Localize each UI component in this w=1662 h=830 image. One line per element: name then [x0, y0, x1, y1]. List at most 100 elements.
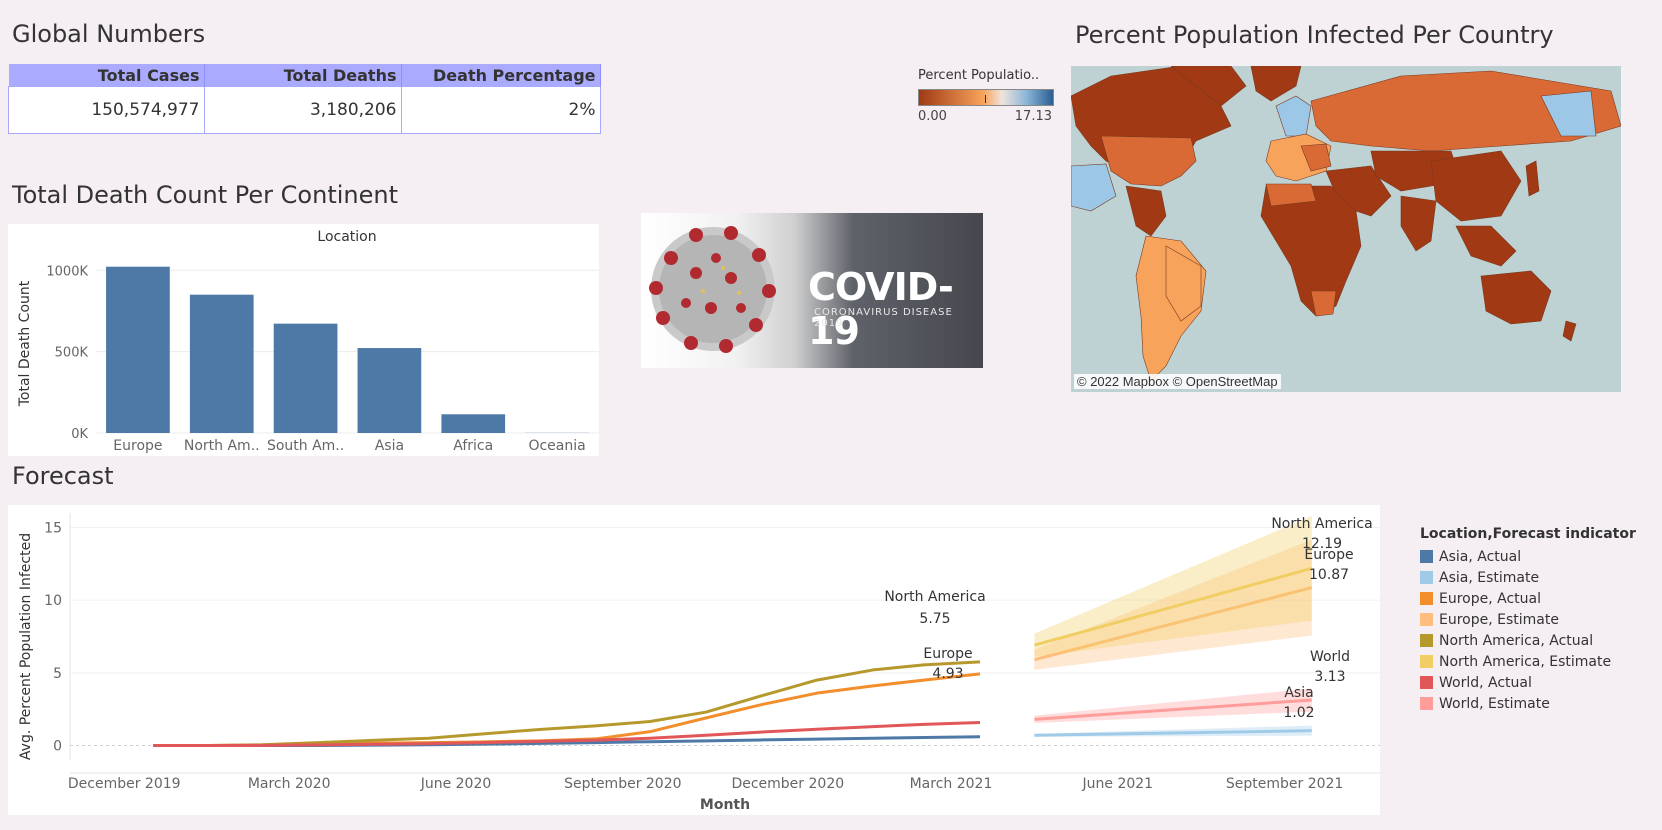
forecast-svg: 0 5 10 15 Avg. Percent Population Infected De… [18, 513, 1380, 813]
forecast-x-tick: June 2021 [1082, 776, 1154, 792]
legend-label: Asia, Actual [1439, 548, 1522, 565]
bar-Africa [441, 414, 506, 433]
value-total-deaths: 3,180,206 [203, 86, 402, 134]
bar-South Am.. [273, 323, 338, 433]
forecast-x-axis-label: Month [700, 797, 750, 813]
bar-Asia [357, 348, 422, 433]
region-south-africa [1310, 290, 1337, 317]
region-new-zealand [1562, 320, 1577, 342]
legend-label: Asia, Estimate [1439, 569, 1540, 586]
bar-x-tick: Europe [113, 438, 162, 454]
forecast-legend[interactable]: Location,Forecast indicator Asia, Actual… [1420, 526, 1636, 714]
death-count-title: Total Death Count Per Continent [12, 181, 398, 209]
forecast-legend-title: Location,Forecast indicator [1420, 526, 1636, 542]
region-asia-blue [1540, 90, 1597, 137]
forecast-annotation-value: 10.87 [1309, 567, 1349, 583]
forecast-x-tick: September 2021 [1226, 776, 1343, 792]
forecast-y-tick: 15 [44, 521, 62, 537]
forecast-legend-item[interactable]: Europe, Estimate [1420, 609, 1636, 630]
region-us [1100, 135, 1197, 187]
forecast-legend-item[interactable]: Europe, Actual [1420, 588, 1636, 609]
map-color-legend[interactable]: Percent Populatio.. 0.00 17.13 [918, 68, 1054, 124]
legend-swatch [1420, 592, 1433, 605]
forecast-annotation-label: World [1310, 649, 1350, 665]
region-central-america [1125, 185, 1167, 237]
forecast-y-tick: 5 [53, 666, 62, 682]
forecast-annotation-label: Europe [923, 646, 972, 662]
legend-swatch [1420, 655, 1433, 668]
bar-x-tick: North Am.. [184, 438, 260, 454]
forecast-line-North America, Estimate [1033, 566, 1313, 647]
bar-Europe [106, 266, 170, 433]
world-map-svg[interactable] [1070, 65, 1622, 392]
region-india [1400, 195, 1437, 252]
region-europe-east [1300, 143, 1332, 172]
global-numbers-table: Total Cases Total Deaths Death Percentag… [8, 64, 601, 134]
bar-y-axis-label: Total Death Count [17, 280, 33, 407]
bar-y-tick: 500K [55, 346, 89, 361]
forecast-legend-item[interactable]: Asia, Actual [1420, 546, 1636, 567]
forecast-annotation-value: 3.13 [1314, 669, 1345, 685]
legend-label: World, Actual [1439, 674, 1532, 691]
map-legend-gradient [918, 89, 1054, 106]
forecast-x-tick: March 2021 [910, 776, 993, 792]
bar-x-tick: Africa [453, 438, 493, 454]
legend-label: North America, Actual [1439, 632, 1594, 649]
forecast-line-North America, Actual [153, 660, 981, 747]
forecast-band-Europe, Estimate [1034, 539, 1312, 670]
map-legend-title: Percent Populatio.. [918, 68, 1040, 83]
legend-label: World, Estimate [1439, 695, 1550, 712]
region-russia [1310, 70, 1622, 152]
bar-y-tick: 1000K [46, 264, 88, 279]
header-total-deaths: Total Deaths [204, 64, 402, 87]
region-brazil [1165, 245, 1202, 322]
death-count-svg: Location 0K 500K 1000K Total Death Count Euro… [17, 229, 599, 454]
region-southeast-asia [1455, 225, 1517, 267]
forecast-line-Asia, Estimate [1034, 729, 1312, 737]
table-row: 150,574,977 3,180,206 2% [8, 86, 601, 134]
forecast-chart: 0 5 10 15 Avg. Percent Population Infected De… [8, 505, 1380, 815]
forecast-line-World, Estimate [1034, 698, 1312, 721]
forecast-line-World, Actual [153, 721, 981, 747]
forecast-y-tick: 0 [53, 738, 62, 754]
forecast-x-tick: December 2019 [68, 776, 181, 792]
map-legend-max: 17.13 [1014, 109, 1052, 124]
value-death-percentage: 2% [400, 86, 601, 134]
table-header-row: Total Cases Total Deaths Death Percentag… [8, 64, 601, 87]
global-numbers-title: Global Numbers [12, 20, 206, 48]
forecast-annotation-label: Asia [1284, 685, 1313, 701]
forecast-x-tick: December 2020 [731, 776, 844, 792]
region-north-africa [1265, 183, 1317, 207]
map-title: Percent Population Infected Per Country [1075, 21, 1554, 49]
value-total-cases: 150,574,977 [8, 86, 205, 134]
forecast-y-tick: 10 [44, 593, 62, 609]
forecast-legend-item[interactable]: North America, Actual [1420, 630, 1636, 651]
bar-x-tick: South Am.. [267, 438, 344, 454]
forecast-legend-item[interactable]: Asia, Estimate [1420, 567, 1636, 588]
forecast-legend-item[interactable]: North America, Estimate [1420, 651, 1636, 672]
bar-y-tick: 0K [71, 427, 88, 442]
region-canada-east [1170, 65, 1247, 107]
header-death-percentage: Death Percentage [401, 64, 601, 87]
forecast-annotation-label: North America [884, 589, 985, 605]
forecast-x-tick: June 2020 [420, 776, 492, 792]
forecast-line-Europe, Estimate [1034, 586, 1313, 662]
region-australia [1480, 270, 1552, 325]
covid-banner-subtitle: CORONAVIRUS DISEASE 2019 [814, 307, 953, 329]
forecast-line-Europe, Actual [153, 672, 981, 747]
forecast-title: Forecast [12, 462, 114, 490]
forecast-annotation-value: 4.93 [932, 666, 963, 682]
legend-swatch [1420, 550, 1433, 563]
forecast-legend-item[interactable]: World, Actual [1420, 672, 1636, 693]
map-attribution[interactable]: © 2022 Mapbox © OpenStreetMap [1074, 374, 1281, 389]
virus-illustration [649, 226, 776, 353]
forecast-annotation-value: 1.02 [1283, 705, 1314, 721]
legend-swatch [1420, 571, 1433, 584]
bar-x-tick: Asia [375, 438, 404, 454]
world-map[interactable] [1070, 65, 1622, 392]
legend-label: Europe, Estimate [1439, 611, 1559, 628]
legend-label: North America, Estimate [1439, 653, 1612, 670]
legend-swatch [1420, 613, 1433, 626]
forecast-legend-item[interactable]: World, Estimate [1420, 693, 1636, 714]
region-japan [1525, 160, 1540, 197]
